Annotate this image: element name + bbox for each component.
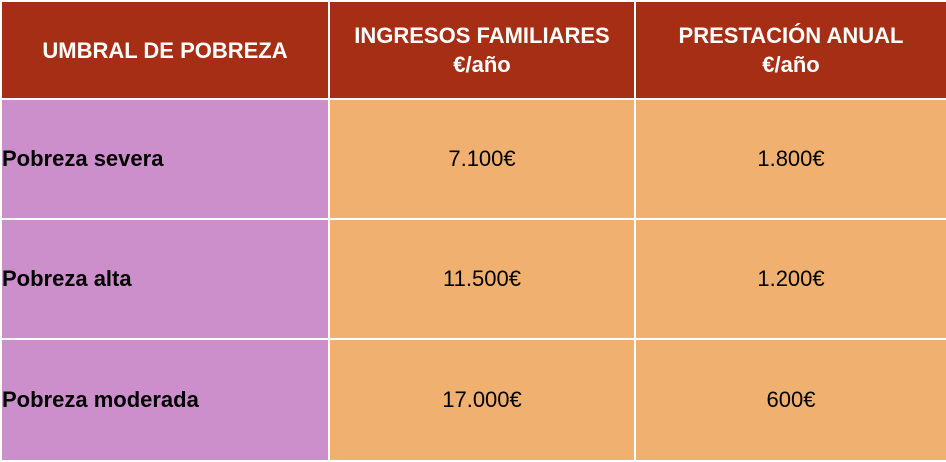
benefit-cell: 1.800€ [634,98,946,220]
header-income: INGRESOS FAMILIARES €/año [328,0,636,100]
threshold-cell: Pobreza severa [0,98,330,220]
header-benefit-unit: €/año [762,52,820,77]
header-income-unit: €/año [453,52,511,77]
benefit-cell: 600€ [634,338,946,462]
header-threshold-label: UMBRAL DE POBREZA [42,37,288,63]
header-income-label: INGRESOS FAMILIARES [354,23,610,48]
threshold-cell: Pobreza alta [0,218,330,340]
income-cell: 11.500€ [328,218,636,340]
income-cell: 17.000€ [328,338,636,462]
header-row: UMBRAL DE POBREZA INGRESOS FAMILIARES €/… [0,0,946,100]
table-row: Pobreza alta 11.500€ 1.200€ [0,218,946,340]
header-threshold: UMBRAL DE POBREZA [0,0,330,100]
income-cell: 7.100€ [328,98,636,220]
header-benefit: PRESTACIÓN ANUAL €/año [634,0,946,100]
benefit-cell: 1.200€ [634,218,946,340]
table-row: Pobreza moderada 17.000€ 600€ [0,338,946,462]
threshold-cell: Pobreza moderada [0,338,330,462]
header-benefit-label: PRESTACIÓN ANUAL [678,23,904,48]
table-row: Pobreza severa 7.100€ 1.800€ [0,98,946,220]
